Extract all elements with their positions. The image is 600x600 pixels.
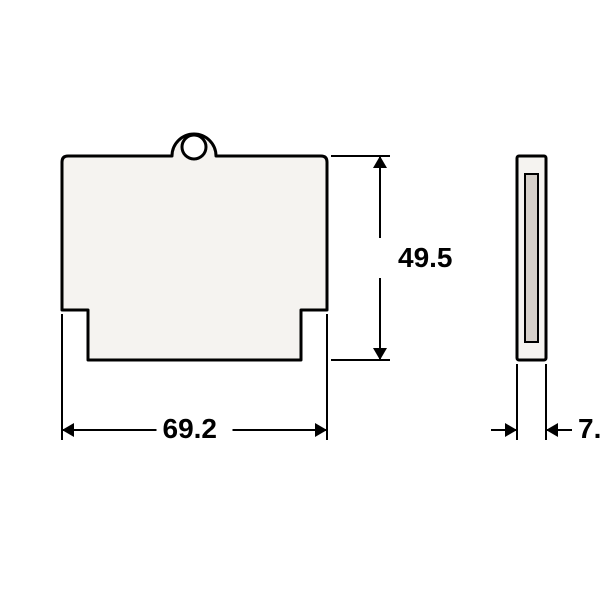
- arrowhead: [373, 348, 387, 360]
- side-view-inner: [525, 174, 538, 342]
- arrowhead: [546, 423, 558, 437]
- front-view-outline: [62, 134, 327, 360]
- arrowhead: [315, 423, 327, 437]
- arrowhead: [505, 423, 517, 437]
- dimension-thickness-label: 7.0: [578, 413, 600, 445]
- technical-drawing-canvas: 69.2 49.5 7.0: [0, 0, 600, 600]
- arrowhead: [373, 156, 387, 168]
- arrowhead: [62, 423, 74, 437]
- dimension-width-label: 69.2: [163, 413, 218, 445]
- dimension-height-label: 49.5: [398, 242, 453, 274]
- drawing-svg: [0, 0, 600, 600]
